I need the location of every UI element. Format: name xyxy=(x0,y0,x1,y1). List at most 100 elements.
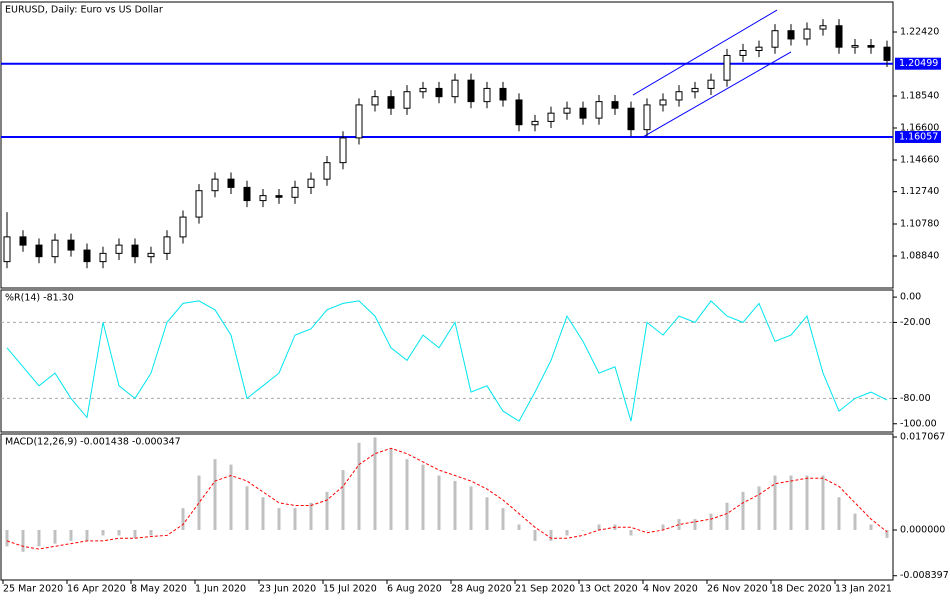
candle-body xyxy=(723,54,731,81)
panel-title: MACD(12,26,9) -0.001438 -0.000347 xyxy=(5,437,181,448)
price-label: 1.20499 xyxy=(899,58,938,69)
candle-body xyxy=(499,87,507,101)
x-tick-label: 13 Oct 2020 xyxy=(579,584,638,595)
candle-body xyxy=(211,178,219,192)
candle-body xyxy=(851,45,859,48)
macd-bar xyxy=(789,475,793,530)
macd-bar xyxy=(677,519,681,530)
y-tick-label: 1.08840 xyxy=(900,251,939,262)
candle-body xyxy=(707,79,715,89)
panel-title: EURUSD, Daily: Euro vs US Dollar xyxy=(5,5,163,16)
y-tick-label: 0.017067 xyxy=(900,432,945,443)
price-label: 1.16057 xyxy=(899,131,938,142)
candle-body xyxy=(83,249,91,263)
trend-line xyxy=(642,51,792,138)
y-tick-label: -80.00 xyxy=(900,393,931,404)
x-tick-label: 23 Jun 2020 xyxy=(259,584,316,595)
candle-body xyxy=(163,236,171,254)
candle-body xyxy=(19,236,27,246)
macd-bar xyxy=(421,464,425,530)
trend-line xyxy=(632,9,778,96)
macd-bar xyxy=(69,529,73,541)
candle-body xyxy=(291,186,299,198)
macd-bar xyxy=(549,529,553,541)
macd-bar xyxy=(485,497,489,530)
candle-body xyxy=(99,252,107,263)
candle-body xyxy=(467,79,475,103)
x-tick-label: 4 Nov 2020 xyxy=(643,584,698,595)
candle-body xyxy=(579,107,587,119)
y-tick-label: 0.000000 xyxy=(900,524,945,535)
macd-bar xyxy=(181,508,185,530)
candle-body xyxy=(515,99,523,126)
macd-bar xyxy=(709,513,713,530)
candle-body xyxy=(115,244,123,254)
macd-bar xyxy=(213,459,217,530)
panel-frame xyxy=(0,289,894,433)
candle-body xyxy=(691,87,699,93)
macd-bar xyxy=(757,486,761,530)
macd-bar xyxy=(533,529,537,541)
candle-body xyxy=(3,236,11,263)
candle-body xyxy=(403,91,411,109)
candle-body xyxy=(131,244,139,258)
x-tick-label: 1 Jun 2020 xyxy=(195,584,246,595)
macd-bar xyxy=(821,475,825,530)
candle-body xyxy=(451,79,459,98)
y-tick-label: 1.16600 xyxy=(900,123,939,134)
macd-bar xyxy=(517,524,521,530)
macd-bar xyxy=(853,513,857,530)
y-tick-label: 1.22420 xyxy=(900,27,939,38)
y-tick-label: -20.00 xyxy=(900,317,931,328)
candle-body xyxy=(755,46,763,51)
macd-bar xyxy=(229,464,233,530)
candle-body xyxy=(355,104,363,139)
macd-bar xyxy=(325,491,329,530)
y-tick-label: 1.14660 xyxy=(900,155,939,166)
macd-bar xyxy=(741,491,745,530)
x-tick-label: 18 Dec 2020 xyxy=(771,584,832,595)
candle-body xyxy=(883,46,891,61)
candle-body xyxy=(627,107,635,131)
candle-body xyxy=(259,195,267,202)
candle-body xyxy=(387,96,395,109)
macd-bar xyxy=(5,529,9,547)
candle-body xyxy=(339,137,347,164)
candle-body xyxy=(243,186,251,202)
macd-bar xyxy=(373,437,377,530)
macd-bar xyxy=(869,524,873,530)
macd-bar xyxy=(405,459,409,530)
macd-bar xyxy=(837,497,841,530)
candle-body xyxy=(835,25,843,48)
candle-body xyxy=(195,190,203,218)
candle-body xyxy=(819,25,827,30)
candle-body xyxy=(739,49,747,56)
macd-bar xyxy=(629,529,633,536)
macd-bar xyxy=(117,529,121,536)
panel-frame xyxy=(0,433,894,581)
macd-bar xyxy=(693,519,697,530)
candle-body xyxy=(275,195,283,198)
macd-bar xyxy=(37,529,41,547)
macd-bar xyxy=(581,529,585,531)
macd-bar xyxy=(501,508,505,530)
macd-bar xyxy=(21,529,25,552)
candle-body xyxy=(227,178,235,188)
x-tick-label: 6 Aug 2020 xyxy=(387,584,442,595)
candle-body xyxy=(67,239,75,251)
macd-bar xyxy=(245,486,249,530)
y-tick-label: 1.10780 xyxy=(900,219,939,230)
macd-bar xyxy=(53,529,57,544)
x-tick-label: 15 Jul 2020 xyxy=(323,584,377,595)
macd-bar xyxy=(773,475,777,530)
candle-body xyxy=(483,87,491,103)
macd-bar xyxy=(565,529,569,536)
x-tick-label: 16 Apr 2020 xyxy=(67,584,126,595)
macd-bar xyxy=(453,480,457,530)
candle-body xyxy=(563,107,571,114)
macd-bar xyxy=(645,529,649,531)
y-tick-label: -100.00 xyxy=(900,418,937,429)
candle-body xyxy=(371,96,379,106)
macd-bar xyxy=(197,475,201,530)
